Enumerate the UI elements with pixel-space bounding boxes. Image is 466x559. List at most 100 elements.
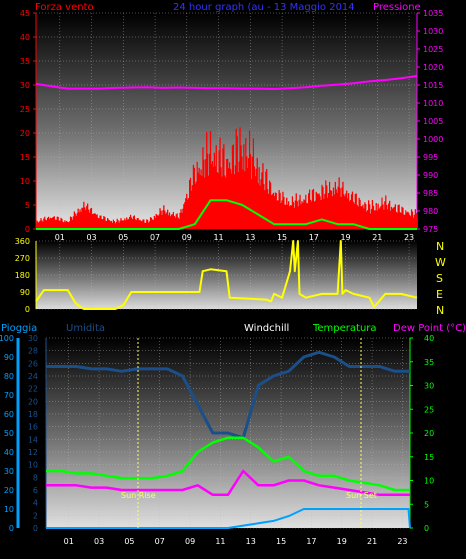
direction-tick-label: 0 [25,305,30,314]
pressure-tick-label: 1000 [423,135,443,144]
rain-tick-label: 100 [0,334,14,343]
compass-n-top: N [436,240,444,253]
wind-x-tick-label: 15 [277,233,287,242]
wind-tick-label: 25 [20,105,30,114]
wind-x-tick-label: 05 [118,233,128,242]
pressure-tick-label: 975 [423,225,438,234]
temperature-x-tick-label: 13 [246,537,256,546]
pressure-axis-title: Pressione [373,2,421,13]
temperature-x-tick-label: 21 [367,537,377,546]
humidity-tick-label: 24 [28,372,38,381]
wind-tick-label: 20 [20,129,30,138]
wind-x-tick-label: 07 [150,233,160,242]
wind-axis-title: Forza vento [35,2,94,13]
pressure-tick-label: 995 [423,153,438,162]
pressure-tick-label: 990 [423,171,438,180]
humidity-tick-label: 22 [28,385,38,394]
temperature-x-tick-label: 19 [337,537,347,546]
rain-tick-label: 30 [4,467,14,476]
wind-tick-label: 0 [25,225,30,234]
humidity-tick-label: 8 [33,473,38,482]
temperature-tick-label: 40 [424,334,434,343]
humidity-axis-title: Umidita [66,323,105,334]
rain-tick-label: 90 [4,353,14,362]
temperature-x-tick-label: 01 [64,537,74,546]
temperature-tick-label: 20 [424,429,434,438]
rain-tick-label: 60 [4,410,14,419]
direction-tick-label: 360 [15,237,30,246]
wind-x-tick-label: 01 [55,233,65,242]
wind-x-tick-label: 19 [340,233,350,242]
temperature-tick-label: 35 [424,358,434,367]
temperature-x-tick-label: 05 [124,537,134,546]
windchill-legend: Windchill [244,323,289,334]
rain-tick-label: 40 [4,448,14,457]
wind-tick-label: 15 [20,153,30,162]
wind-x-tick-label: 17 [309,233,319,242]
pressure-tick-label: 980 [423,207,438,216]
temperature-legend: Temperatura [312,323,377,334]
humidity-tick-label: 12 [28,448,38,457]
wind-tick-label: 40 [20,33,30,42]
humidity-tick-label: 30 [28,334,38,343]
temperature-x-tick-label: 07 [155,537,165,546]
pressure-tick-label: 1035 [423,9,443,18]
pressure-tick-label: 1025 [423,45,443,54]
direction-tick-label: 180 [15,271,30,280]
humidity-tick-label: 10 [28,461,38,470]
wind-x-tick-label: 23 [404,233,414,242]
temperature-series [46,436,410,492]
humidity-tick-label: 14 [28,435,38,444]
temperature-x-tick-label: 23 [397,537,407,546]
wind-average-series [36,199,417,230]
pressure-series [35,75,418,90]
rain-tick-label: 10 [4,505,14,514]
humidity-tick-label: 26 [28,359,38,368]
sunset-label: Sun Set [346,491,377,500]
temperature-tick-label: 30 [424,382,434,391]
humidity-tick-label: 20 [28,397,38,406]
wind-x-tick-label: 09 [182,233,192,242]
dewpoint-legend: Dew Point (°C) [393,323,466,334]
wind-tick-label: 10 [20,177,30,186]
pressure-tick-label: 1030 [423,27,443,36]
humidity-tick-label: 18 [28,410,38,419]
temperature-x-tick-label: 15 [276,537,286,546]
pressure-tick-label: 1015 [423,81,443,90]
temperature-x-tick-label: 11 [215,537,225,546]
direction-series [35,240,418,310]
rain-series [46,508,411,529]
wind-tick-label: 45 [20,9,30,18]
humidity-tick-label: 28 [28,347,38,356]
temperature-x-tick-label: 17 [306,537,316,546]
rain-tick-label: 0 [9,524,14,533]
direction-tick-label: 90 [20,288,30,297]
pressure-tick-label: 1010 [423,99,443,108]
wind-x-tick-label: 13 [245,233,255,242]
temperature-x-tick-label: 09 [185,537,195,546]
compass-e: E [436,288,443,301]
compass-w: W [435,256,446,269]
temperature-x-tick-label: 03 [94,537,104,546]
humidity-tick-label: 4 [33,499,38,508]
temperature-tick-label: 25 [424,405,434,414]
temperature-tick-label: 10 [424,477,434,486]
pressure-tick-label: 1005 [423,117,443,126]
pressure-tick-label: 985 [423,189,438,198]
temperature-tick-label: 15 [424,453,434,462]
direction-tick-label: 270 [15,254,30,263]
rain-axis-title: Pioggia [1,323,37,334]
compass-s: S [436,272,443,285]
rain-tick-label: 70 [4,391,14,400]
humidity-series [46,350,410,440]
wind-x-tick-label: 21 [372,233,382,242]
humidity-tick-label: 16 [28,423,38,432]
wind-x-tick-label: 03 [86,233,96,242]
rain-tick-label: 50 [4,429,14,438]
temperature-tick-label: 5 [424,500,429,509]
rain-tick-label: 20 [4,486,14,495]
pressure-tick-label: 1020 [423,63,443,72]
compass-n-bottom: N [436,304,444,317]
temperature-tick-label: 0 [424,524,429,533]
